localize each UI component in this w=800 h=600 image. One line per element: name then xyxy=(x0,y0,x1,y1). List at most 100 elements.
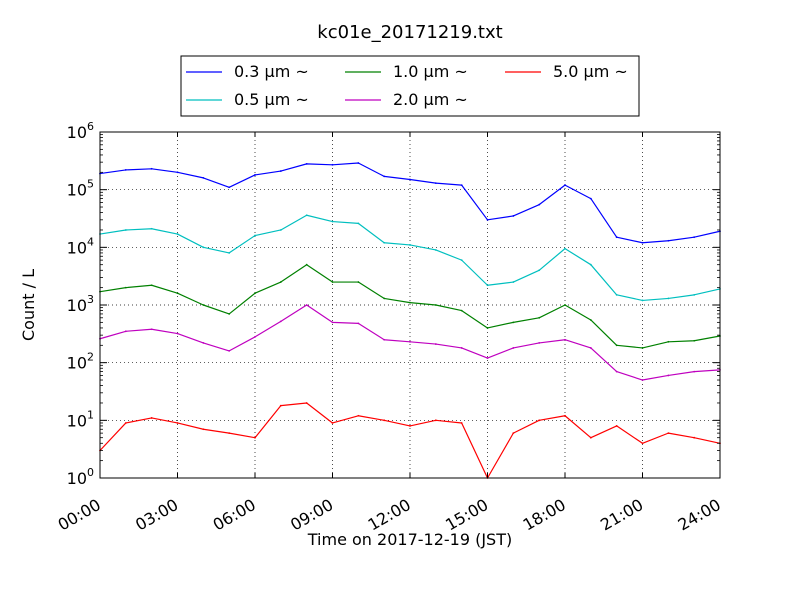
data-point xyxy=(589,319,592,321)
data-point xyxy=(383,338,386,341)
data-point xyxy=(331,281,334,283)
data-point xyxy=(279,320,282,323)
data-point xyxy=(589,436,592,439)
legend-label: 0.3 μm ~ xyxy=(234,62,309,81)
y-tick-base: 10 xyxy=(67,123,87,142)
data-point xyxy=(460,184,463,187)
y-tick-exponent: 4 xyxy=(87,235,94,248)
y-tick-base: 10 xyxy=(67,181,87,200)
data-point xyxy=(254,234,256,237)
data-point xyxy=(512,321,515,324)
data-point xyxy=(615,370,618,373)
data-point xyxy=(693,436,696,439)
data-point xyxy=(615,236,618,239)
data-point xyxy=(589,263,592,266)
data-point xyxy=(512,432,515,435)
x-axis-label: Time on 2017-12-19 (JST) xyxy=(307,530,512,549)
data-point xyxy=(331,220,334,223)
data-point xyxy=(409,244,411,246)
data-point xyxy=(383,419,386,422)
y-tick-exponent: 1 xyxy=(87,408,94,421)
data-point xyxy=(409,178,411,181)
y-tick-exponent: 2 xyxy=(87,351,94,364)
y-tick-exponent: 6 xyxy=(87,120,94,133)
data-point xyxy=(202,176,205,179)
chart-title: kc01e_20171219.txt xyxy=(317,22,502,43)
y-tick-base: 10 xyxy=(67,411,87,430)
data-point xyxy=(589,347,592,349)
y-tick-exponent: 0 xyxy=(87,466,94,479)
data-point xyxy=(641,347,644,349)
y-tick-label: 106 xyxy=(67,120,94,142)
data-point xyxy=(305,214,308,217)
data-point xyxy=(641,442,644,445)
y-tick-base: 10 xyxy=(67,354,87,373)
data-point xyxy=(538,203,541,206)
data-point xyxy=(538,342,541,344)
data-point xyxy=(357,222,360,225)
data-point xyxy=(460,259,463,262)
legend-label: 1.0 μm ~ xyxy=(393,62,468,81)
y-tick-exponent: 3 xyxy=(87,293,94,306)
data-point xyxy=(667,297,670,300)
data-point xyxy=(176,171,179,174)
data-point xyxy=(512,281,515,283)
data-point xyxy=(202,304,205,306)
data-point xyxy=(176,422,179,424)
data-point xyxy=(254,292,256,295)
y-axis-label: Count / L xyxy=(19,269,38,341)
data-point xyxy=(641,299,644,302)
data-point xyxy=(693,339,696,342)
y-tick-base: 10 xyxy=(67,296,87,315)
legend-box xyxy=(180,55,640,117)
legend-label: 5.0 μm ~ xyxy=(553,62,628,81)
data-point xyxy=(228,349,231,352)
data-point xyxy=(460,347,463,349)
data-point xyxy=(564,414,566,417)
y-tick-exponent: 5 xyxy=(87,178,94,191)
data-point xyxy=(150,284,153,287)
data-point xyxy=(254,174,256,176)
data-point xyxy=(228,186,231,189)
data-point xyxy=(667,432,670,435)
data-point xyxy=(357,281,360,283)
data-point xyxy=(305,263,308,266)
data-point xyxy=(331,321,334,324)
data-point xyxy=(409,340,411,343)
legend-label: 2.0 μm ~ xyxy=(393,90,468,109)
y-tick-base: 10 xyxy=(67,238,87,257)
data-point xyxy=(383,241,386,244)
y-tick-label: 105 xyxy=(67,178,94,200)
data-point xyxy=(693,370,696,373)
data-point xyxy=(512,215,515,217)
data-point xyxy=(150,227,153,230)
data-point xyxy=(434,419,437,422)
data-point xyxy=(434,182,437,184)
data-point xyxy=(693,293,696,296)
data-point xyxy=(305,304,308,306)
series-group xyxy=(99,162,721,479)
data-point xyxy=(331,422,334,424)
data-point xyxy=(383,297,386,300)
data-point xyxy=(434,343,437,345)
data-point xyxy=(564,304,566,306)
data-point xyxy=(486,284,489,287)
y-tick-label: 101 xyxy=(67,408,94,430)
data-point xyxy=(693,236,696,239)
data-point xyxy=(486,327,489,329)
data-point xyxy=(176,233,179,235)
data-point xyxy=(460,309,463,312)
data-point xyxy=(150,328,153,331)
data-point xyxy=(460,422,463,424)
data-point xyxy=(667,374,670,377)
data-point xyxy=(409,301,411,304)
data-point xyxy=(124,229,127,231)
data-point xyxy=(176,332,179,335)
data-point xyxy=(564,247,566,250)
data-point xyxy=(667,340,670,343)
data-point xyxy=(150,417,153,419)
data-point xyxy=(202,428,205,431)
legend-label: 0.5 μm ~ xyxy=(234,90,309,109)
y-tick-label: 100 xyxy=(67,466,94,488)
data-point xyxy=(589,197,592,200)
